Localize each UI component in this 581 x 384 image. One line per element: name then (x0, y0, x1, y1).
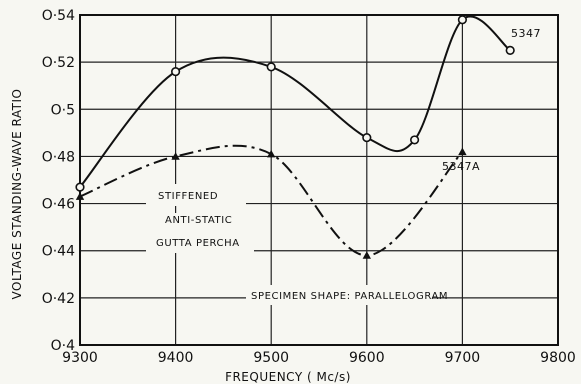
x-tick-label-4: 9700 (445, 350, 481, 366)
annotation-backdrop-2 (160, 213, 236, 233)
curves (79, 15, 511, 257)
point-5347a-0 (75, 192, 85, 200)
x-tick-label-5: 9800 (540, 350, 576, 366)
point-5347-1 (171, 66, 181, 77)
point-5347-4 (410, 135, 420, 145)
point-5347a-3 (362, 251, 371, 259)
series-label-5347: 5347 (511, 27, 541, 40)
y-tick-label-1: O·42 (42, 291, 75, 307)
point-5347-5 (457, 15, 468, 25)
y-tick-label-0: O·4 (51, 338, 75, 354)
point-5347a-2 (267, 149, 276, 158)
series-label-5347a: 5347A (442, 160, 480, 173)
y-tick-label-5: O·5 (51, 102, 75, 118)
series-line-5347a (79, 144, 464, 257)
data-markers (75, 15, 515, 259)
y-tick-label-2: O·44 (42, 244, 75, 260)
annotation-stiffened: STIFFENED (158, 191, 218, 202)
annotation-gutta-percha: GUTTA PERCHA (156, 238, 240, 249)
annotation-anti-static: ANTI-STATIC (165, 215, 232, 226)
y-tick-labels: O·4 O·42 O·44 O·46 O·48 O·5 O·52 O·54 (42, 8, 75, 354)
point-5347-0 (75, 182, 85, 192)
point-5347a-4 (458, 147, 467, 156)
point-5347-2 (266, 62, 276, 72)
annotation-specimen-shape: SPECIMEN SHAPE: PARALLELOGRAM (251, 291, 448, 302)
x-tick-label-3: 9600 (349, 350, 385, 366)
x-tick-label-0: 9300 (62, 350, 98, 366)
point-5347-3 (362, 132, 372, 143)
y-tick-label-4: O·48 (42, 149, 75, 165)
x-tick-labels: 9300 9400 9500 9600 9700 9800 (62, 350, 576, 366)
point-5347-6 (505, 45, 515, 55)
point-5347a-1 (171, 152, 180, 160)
x-tick-label-2: 9500 (253, 350, 289, 366)
x-axis-title: FREQUENCY ( Mc/s) (225, 370, 351, 384)
plot-frame (79, 14, 559, 346)
annotation-backdrop-4 (246, 285, 432, 305)
y-tick-label-6: O·52 (42, 55, 75, 71)
annotation-backdrop-1 (146, 184, 246, 206)
x-tick-label-1: 9400 (158, 350, 194, 366)
series-line-5347 (79, 15, 511, 188)
y-tick-label-3: O·46 (42, 197, 75, 213)
y-axis-title: VOLTAGE STANDING-WAVE RATIO (10, 89, 24, 300)
y-tick-label-7: O·54 (42, 8, 75, 24)
annotation-backdrop-3 (146, 231, 254, 253)
